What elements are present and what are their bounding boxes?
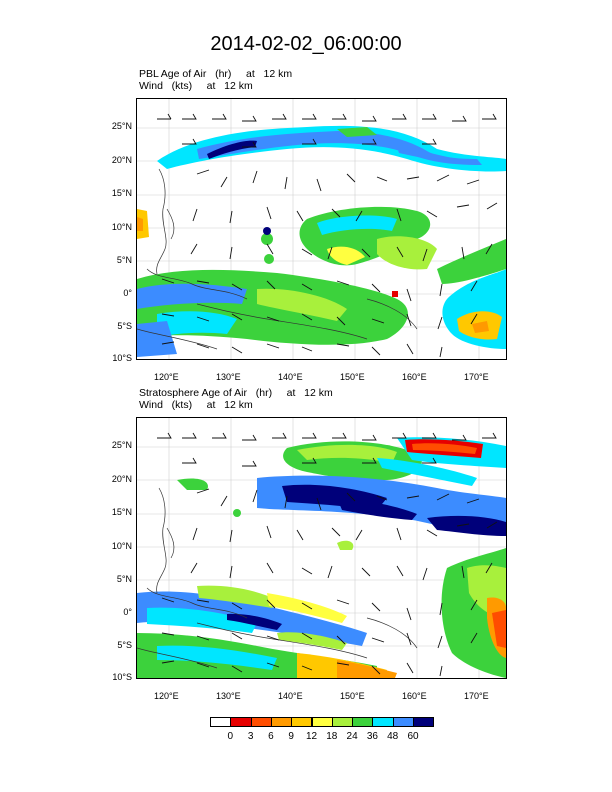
colorbar-swatch: [413, 717, 435, 727]
colorbar-swatch: [372, 717, 394, 727]
colorbar-swatch: [352, 717, 374, 727]
p2-lat-label: 10°N: [111, 541, 132, 551]
map-panel-pbl-age: [136, 98, 507, 360]
p2-lat-label: 0°: [123, 607, 132, 617]
pbl-equatorial-band: [137, 209, 506, 357]
colorbar-label: 24: [346, 731, 358, 742]
colorbar-label: 60: [407, 731, 419, 742]
p2-lat-label: 5°N: [116, 574, 132, 584]
colorbar-swatch: [270, 717, 293, 727]
colorbar-swatch: [250, 717, 272, 727]
p2-lat-label: 10°S: [112, 672, 132, 682]
colorbar-swatch: [210, 717, 232, 727]
p1-lon-label: 130°E: [216, 372, 241, 382]
panel2-field-label: Stratosphere Age of Air (hr) at 12 km: [139, 387, 333, 399]
figure-title: 2014-02-02_06:00:00: [210, 33, 402, 55]
colorbar-swatch: [291, 717, 313, 727]
strat-northern-features: [177, 437, 506, 550]
p2-lon-label: 150°E: [340, 691, 365, 701]
colorbar-swatch: [311, 717, 333, 727]
p1-lat-label: 5°N: [116, 255, 132, 265]
p2-lon-label: 130°E: [216, 691, 241, 701]
p2-lat-label: 15°N: [111, 507, 132, 517]
map-canvas-strat: [137, 418, 506, 678]
colorbar-label: 9: [288, 731, 294, 742]
p1-lat-label: 15°N: [111, 188, 132, 198]
p2-lon-label: 160°E: [402, 691, 427, 701]
colorbar-label: 3: [247, 731, 254, 742]
coastlines: [137, 487, 418, 669]
p2-lon-label: 170°E: [464, 691, 489, 701]
p1-lat-label: 25°N: [111, 121, 132, 131]
colorbar-label: 48: [387, 731, 399, 742]
colorbar: 0 3 6 9 12 18 24 36 48 60: [210, 717, 435, 747]
map-canvas-pbl: [137, 99, 506, 359]
p1-lat-label: 10°N: [111, 222, 132, 232]
colorbar-swatch: [392, 717, 414, 727]
wind-barbs: [157, 432, 498, 677]
map-panel-strat-age: [136, 417, 507, 679]
p1-lon-label: 160°E: [402, 372, 427, 382]
panel1-field-label: PBL Age of Air (hr) at 12 km: [139, 68, 293, 80]
p1-lon-label: 150°E: [340, 372, 365, 382]
wind-barbs: [157, 113, 498, 358]
colorbar-label: 0: [227, 731, 234, 742]
p1-lat-label: 10°S: [112, 353, 132, 363]
p2-lat-label: 20°N: [111, 474, 132, 484]
pbl-upper-band: [157, 125, 506, 172]
p1-lat-label: 20°N: [111, 155, 132, 165]
colorbar-swatch: [230, 717, 252, 727]
p1-lat-label: 5°S: [117, 321, 132, 331]
coastlines: [137, 168, 418, 350]
p1-lon-label: 140°E: [278, 372, 303, 382]
colorbar-label: 18: [326, 731, 338, 742]
strat-southern-features: [137, 548, 506, 678]
p1-lon-label: 120°E: [154, 372, 179, 382]
panel1-wind-label: Wind (kts) at 12 km: [139, 80, 253, 92]
colorbar-label: 36: [366, 731, 378, 742]
p2-lat-label: 5°S: [117, 640, 132, 650]
p2-lon-label: 120°E: [154, 691, 179, 701]
p1-lon-label: 170°E: [464, 372, 489, 382]
pbl-middle-patches: [261, 206, 437, 270]
panel2-wind-label: Wind (kts) at 12 km: [139, 399, 253, 411]
colorbar-label: 6: [268, 731, 274, 742]
p2-lat-label: 25°N: [111, 440, 132, 450]
p2-lon-label: 140°E: [278, 691, 303, 701]
colorbar-swatch: [331, 717, 354, 727]
p1-lat-label: 0°: [123, 288, 132, 298]
colorbar-label: 12: [305, 731, 318, 742]
